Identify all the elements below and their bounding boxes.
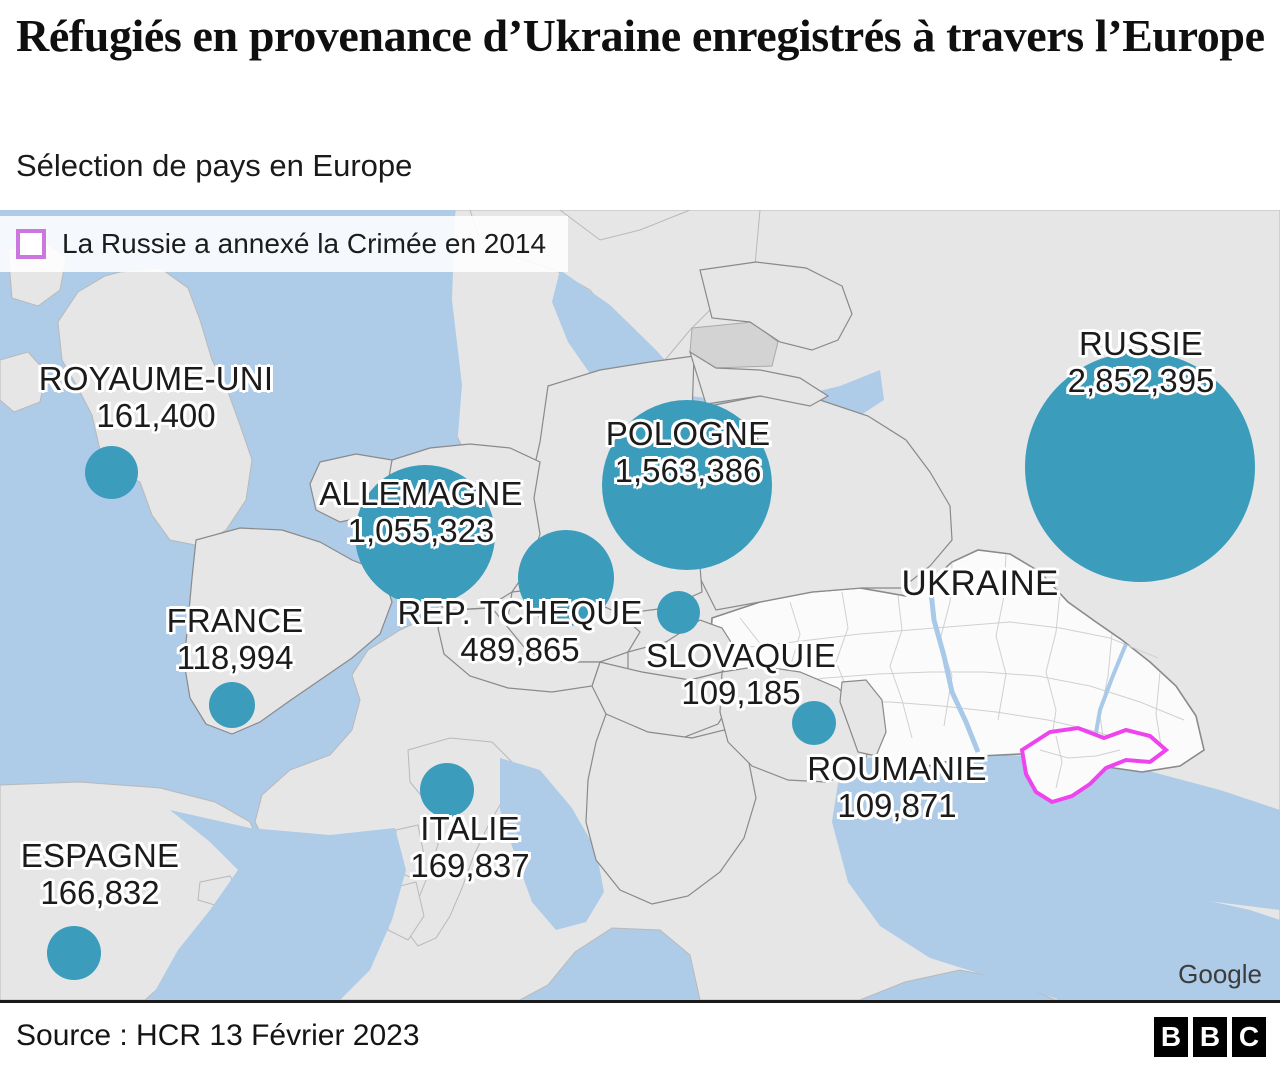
bubble-rep-tcheque[interactable] [518,530,614,626]
page-title: Réfugiés en provenance d’Ukraine enregis… [16,10,1265,61]
country-value: 1,563,386 [614,452,762,489]
footer: Source : HCR 13 Février 2023 B B C [0,1000,1280,1073]
country-value: 166,832 [40,874,160,911]
map-attribution: Google [1178,959,1262,989]
bubble-espagne[interactable] [47,926,101,980]
country-name: ESPAGNE [20,837,180,874]
bbc-letter-2: B [1193,1017,1227,1057]
bubble-italie[interactable] [420,763,474,817]
bubble-russie[interactable] [1025,352,1255,582]
bbc-letter-1: B [1154,1017,1188,1057]
bubble-pologne[interactable] [602,400,772,570]
map-canvas[interactable]: ROYAUME-UNI 161,400 ALLEMAGNE 1,055,323 … [0,210,1280,1000]
bbc-letter-3: C [1232,1017,1266,1057]
header: Réfugiés en provenance d’Ukraine enregis… [0,0,1280,210]
source-note: Source : HCR 13 Février 2023 [16,1019,420,1052]
label-royaume-uni: ROYAUME-UNI 161,400 [6,360,306,435]
bubble-slovaquie[interactable] [657,591,700,634]
legend: La Russie a annexé la Crimée en 2014 [0,216,569,272]
country-name: SLOVAQUIE [645,637,837,674]
country-name: FRANCE [166,602,304,639]
country-value: 109,185 [681,674,801,711]
label-allemagne: ALLEMAGNE 1,055,323 [285,475,557,550]
country-name: RUSSIE [1078,325,1204,362]
country-value: 118,994 [176,639,294,676]
country-value: 161,400 [96,397,216,434]
bubble-allemagne[interactable] [355,465,495,605]
label-rep-tcheque: REP. TCHEQUE 489,865 [375,594,665,669]
label-italie: ITALIE 169,837 [375,810,565,885]
bubble-france[interactable] [209,682,255,728]
country-name: ITALIE [420,810,520,847]
country-value: 169,837 [410,847,530,884]
country-name: ROUMANIE [807,750,987,787]
country-name: ROYAUME-UNI [38,360,274,397]
bubble-royaume-uni[interactable] [85,446,138,499]
bubble-roumanie[interactable] [792,701,836,745]
bbc-logo: B B C [1154,1017,1266,1057]
label-espagne: ESPAGNE 166,832 [0,837,200,912]
country-name: UKRAINE [901,564,1059,603]
country-value: 109,871 [837,787,957,824]
label-pologne: POLOGNE 1,563,386 [580,415,796,490]
legend-label: La Russie a annexé la Crimée en 2014 [62,228,547,259]
country-value: 2,852,395 [1067,362,1215,399]
page-subtitle: Sélection de pays en Europe [16,148,413,183]
hollow-square-icon [16,229,46,259]
country-name: POLOGNE [605,415,771,452]
country-name: REP. TCHEQUE [397,594,643,631]
country-name: ALLEMAGNE [319,475,523,512]
label-slovaquie: SLOVAQUIE 109,185 [616,637,866,712]
country-value: 1,055,323 [347,512,495,549]
country-value: 489,865 [460,631,580,668]
label-ukraine: UKRAINE [860,565,1100,602]
label-france: FRANCE 118,994 [142,602,328,677]
label-roumanie: ROUMANIE 109,871 [778,750,1016,825]
label-russie: RUSSIE 2,852,395 [1035,325,1247,400]
